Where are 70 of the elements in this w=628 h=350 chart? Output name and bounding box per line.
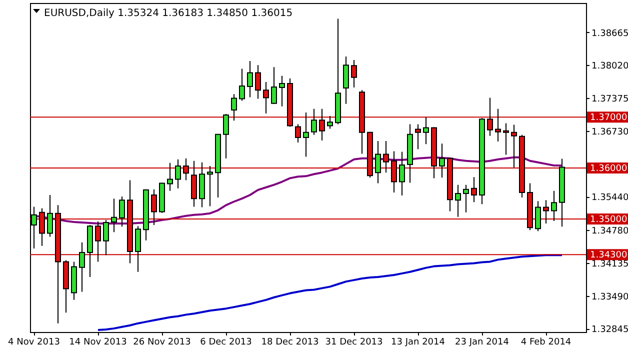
candlestick xyxy=(351,60,357,88)
candlestick xyxy=(167,162,173,192)
candlestick xyxy=(79,242,85,292)
candlestick xyxy=(247,60,253,98)
candlestick xyxy=(399,151,405,196)
candlestick xyxy=(151,188,157,226)
candlestick xyxy=(271,66,277,104)
ref-line-label: 1.34300 xyxy=(590,250,628,261)
y-tick-label: 1.38665 xyxy=(592,28,628,39)
candlestick xyxy=(375,140,381,184)
candlestick xyxy=(311,108,317,136)
candlestick xyxy=(279,75,285,107)
candlestick xyxy=(111,198,117,233)
candlestick xyxy=(255,64,261,100)
y-tick-label: 1.33490 xyxy=(592,292,628,302)
candlestick xyxy=(543,200,549,224)
candlestick xyxy=(103,219,109,256)
candlestick xyxy=(503,122,509,156)
candlestick xyxy=(175,158,181,189)
y-tick-label: 1.37375 xyxy=(592,94,628,104)
candlestick xyxy=(135,226,141,272)
x-tick-label: 4 Nov 2013 xyxy=(8,338,60,348)
x-tick-label: 26 Nov 2013 xyxy=(133,338,191,348)
candlestick xyxy=(415,124,421,150)
candlestick xyxy=(303,112,309,158)
candlestick xyxy=(207,165,213,207)
y-tick-label: 1.36730 xyxy=(592,127,628,138)
ref-line-label: 1.35000 xyxy=(590,214,628,225)
candlestick xyxy=(423,116,429,145)
x-tick-label: 13 Jan 2014 xyxy=(391,338,446,348)
candlestick xyxy=(231,94,237,122)
candlestick xyxy=(223,114,229,159)
candlestick xyxy=(439,143,445,178)
candlestick xyxy=(183,158,189,181)
ref-line-label: 1.36000 xyxy=(590,164,628,174)
y-tick-label: 1.34780 xyxy=(592,226,628,237)
text: EURUSD,Daily 1.35324 1.36183 1.34850 1.36015 xyxy=(44,8,293,19)
candlestick xyxy=(471,176,477,203)
candlestick xyxy=(511,124,517,168)
x-tick-label: 23 Jan 2014 xyxy=(455,338,510,348)
candlestick xyxy=(535,200,541,232)
y-tick-label: 1.34135 xyxy=(592,259,628,270)
x-tick-label: 31 Dec 2013 xyxy=(325,338,383,348)
candlestick xyxy=(239,68,245,102)
candlestick xyxy=(463,184,469,213)
x-tick-label: 4 Feb 2014 xyxy=(520,338,572,348)
x-tick-label: 6 Dec 2013 xyxy=(200,338,252,348)
candlestick xyxy=(551,190,557,222)
candlestick xyxy=(391,150,397,193)
candlestick xyxy=(95,220,101,262)
x-tick-label: 18 Dec 2013 xyxy=(261,338,319,348)
candlestick xyxy=(455,184,461,218)
candlestick xyxy=(319,108,325,142)
ref-line-label: 1.37000 xyxy=(590,113,628,124)
candlestick xyxy=(487,97,493,136)
candlestick xyxy=(119,196,125,228)
candlestick xyxy=(191,160,197,208)
candlestick xyxy=(495,108,501,142)
y-tick-label: 1.32845 xyxy=(592,325,628,336)
y-tick-label: 1.35440 xyxy=(592,193,628,204)
line-series xyxy=(97,254,563,331)
candlestick xyxy=(39,208,45,246)
candlestick xyxy=(383,140,389,174)
y-tick-label: 1.38020 xyxy=(592,62,628,72)
candlestick xyxy=(327,116,333,130)
candlestick xyxy=(295,124,301,144)
x-tick-label: 14 Nov 2013 xyxy=(69,338,127,348)
candlestick xyxy=(343,56,349,104)
candlestick xyxy=(263,81,269,114)
candlestick xyxy=(47,194,53,238)
